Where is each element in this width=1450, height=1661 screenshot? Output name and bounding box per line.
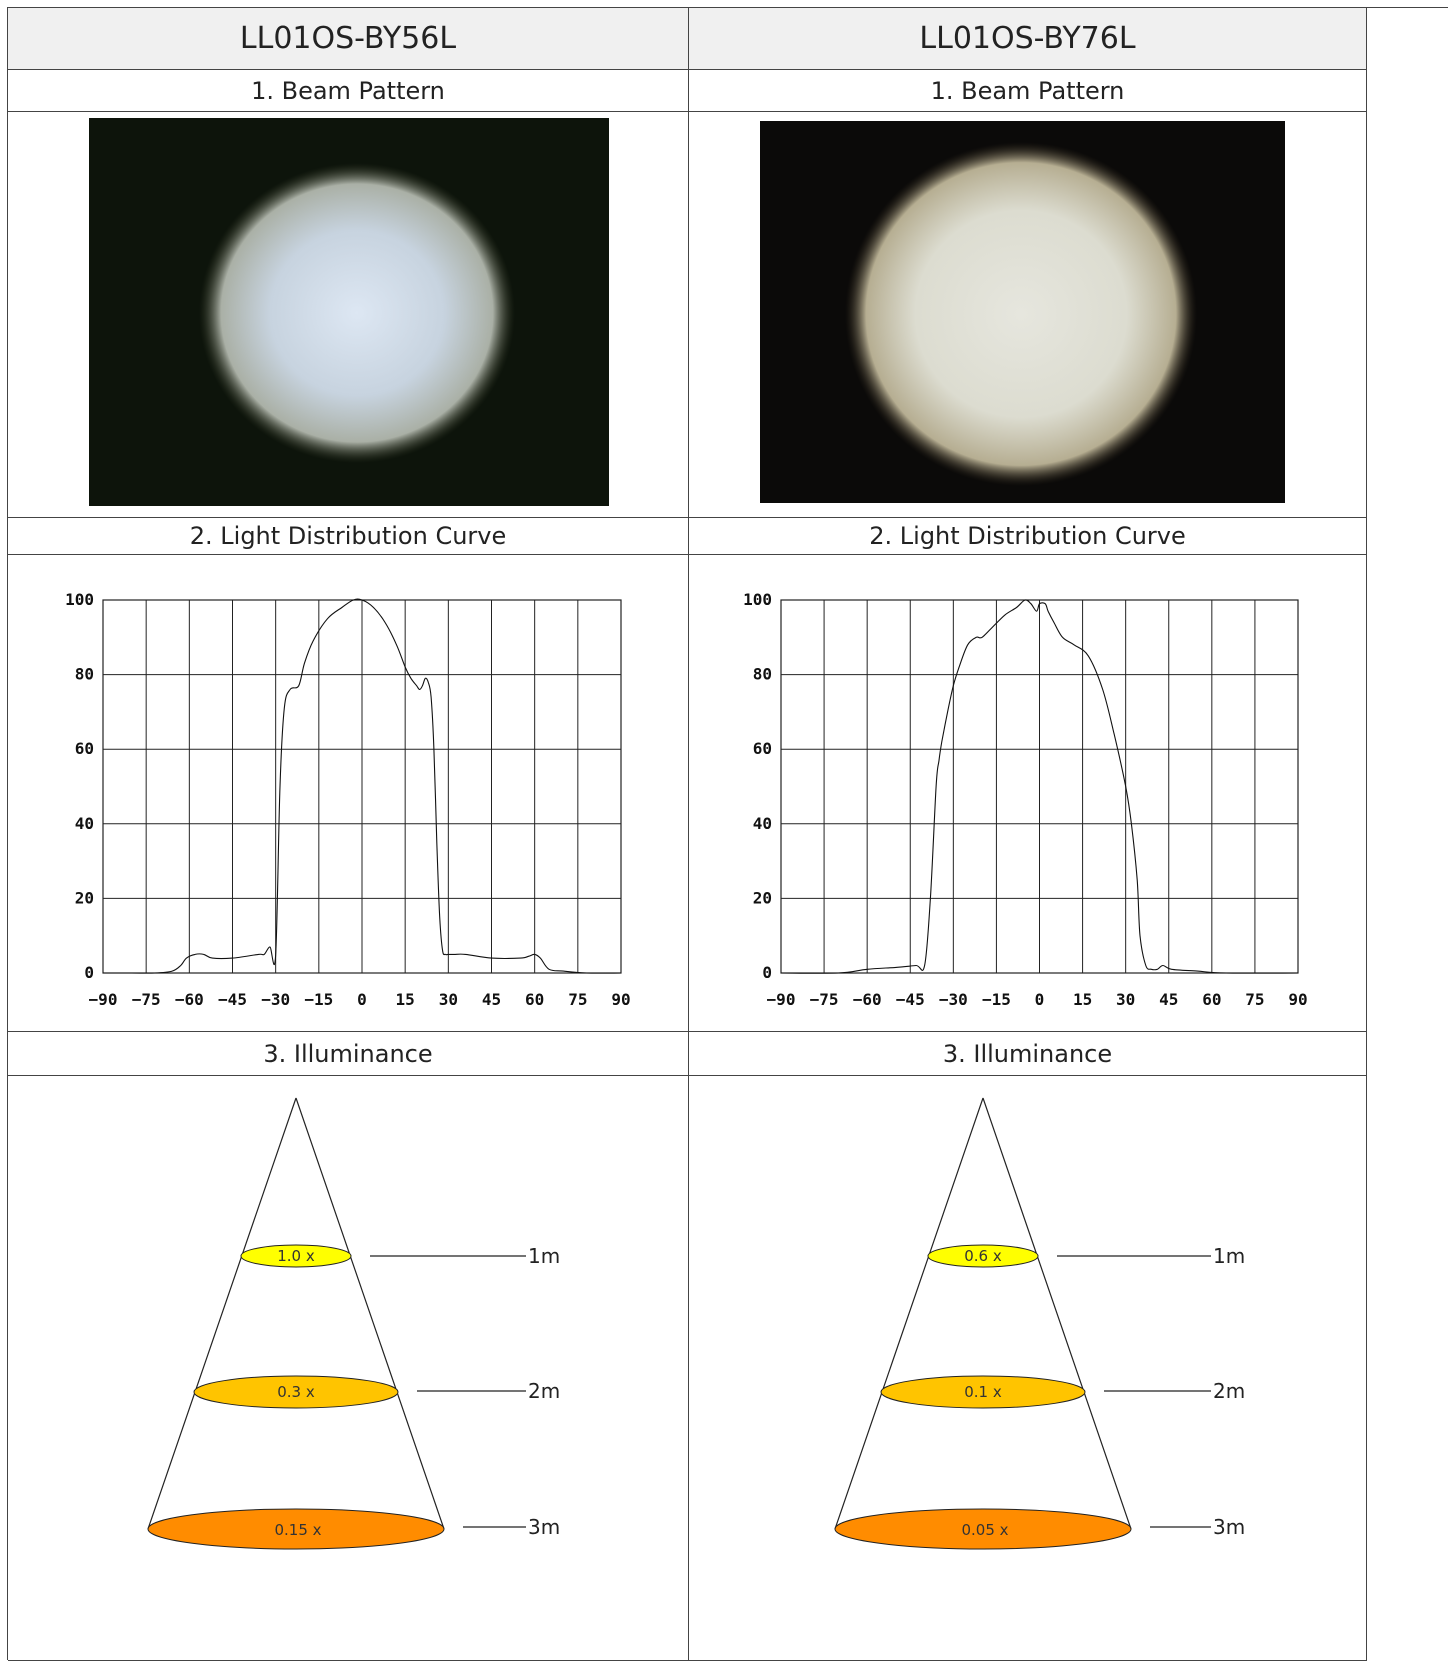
y-tick-label: 40: [753, 814, 772, 833]
distance-label: 1m: [1213, 1244, 1245, 1268]
x-tick-label: 45: [482, 990, 501, 1009]
x-tick-label: −45: [218, 990, 247, 1009]
x-tick-label: −15: [304, 990, 333, 1009]
x-tick-label: −75: [132, 990, 161, 1009]
x-tick-label: −75: [810, 990, 839, 1009]
x-tick-label: 30: [439, 990, 458, 1009]
illuminance-value: 0.1 x: [964, 1383, 1002, 1401]
y-tick-label: 40: [75, 814, 94, 833]
illuminance-level-1m: 0.6 x 1m: [927, 1244, 1245, 1268]
x-tick-label: −60: [853, 990, 882, 1009]
illuminance-value: 0.3 x: [277, 1383, 315, 1401]
illuminance-level-1m: 1.0 x 1m: [240, 1244, 560, 1268]
plot-frame: [780, 599, 1299, 974]
cone-edge: [147, 1097, 297, 1530]
y-tick-label: 20: [75, 888, 94, 907]
illuminance-ellipse: [834, 1508, 1132, 1550]
x-tick-label: 0: [357, 990, 367, 1009]
curve-label-left: 2. Light Distribution Curve: [8, 518, 689, 555]
x-tick-label: 15: [396, 990, 415, 1009]
beam-pattern-cell-left: [8, 112, 689, 518]
illuminance-cell-left: 1.0 x 1m 0.3 x 2m 0.15 x 3m: [8, 1076, 689, 1661]
model-header-right: LL01OS-BY76L: [689, 8, 1367, 70]
illuminance-value: 1.0 x: [277, 1247, 315, 1265]
illuminance-ellipse: [927, 1244, 1039, 1268]
x-tick-label: 30: [1116, 990, 1135, 1009]
x-tick-label: 90: [1288, 990, 1307, 1009]
illuminance-ellipse: [240, 1244, 352, 1268]
x-tick-label: 45: [1159, 990, 1178, 1009]
y-tick-label: 80: [75, 665, 94, 684]
x-tick-label: 0: [1035, 990, 1045, 1009]
x-tick-label: 60: [525, 990, 544, 1009]
distance-label: 2m: [528, 1379, 560, 1403]
cone-edge: [295, 1097, 445, 1530]
x-tick-label: −90: [767, 990, 796, 1009]
cone-edge: [834, 1097, 984, 1530]
y-tick-label: 60: [75, 739, 94, 758]
illuminance-value: 0.6 x: [964, 1247, 1002, 1265]
illuminance-value: 0.05 x: [961, 1521, 1008, 1539]
curve-label-right: 2. Light Distribution Curve: [689, 518, 1367, 555]
illuminance-label-left: 3. Illuminance: [8, 1032, 689, 1076]
illuminance-ellipse: [193, 1375, 399, 1409]
distance-label: 2m: [1213, 1379, 1245, 1403]
curve-cell-right: −90 −75 −60 −45 −30 −15 0 15 30 45 60 75 90 0 20 40 60 80…: [689, 555, 1367, 1032]
cone-edge: [982, 1097, 1132, 1530]
beam-pattern-cell-right: [689, 112, 1367, 518]
x-tick-label: −60: [175, 990, 204, 1009]
illuminance-cell-right: 0.6 x 1m 0.1 x 2m 0.05 x 3m: [689, 1076, 1367, 1661]
x-tick-label: 75: [568, 990, 587, 1009]
x-tick-label: −90: [89, 990, 118, 1009]
x-tick-label: −30: [939, 990, 968, 1009]
illuminance-cone-left: 1.0 x 1m 0.3 x 2m 0.15 x 3m: [147, 1097, 560, 1550]
y-tick-label: 60: [753, 739, 772, 758]
x-tick-label: −30: [261, 990, 290, 1009]
x-tick-label: −15: [982, 990, 1011, 1009]
beam-pattern-photo-left: [89, 118, 609, 506]
illuminance-ellipse: [147, 1508, 445, 1550]
beam-pattern-label-right: 1. Beam Pattern: [689, 70, 1367, 112]
light-distribution-chart-left: −90 −75 −60 −45 −30 −15 0 15 30 45 60 75 90 0 20 40 60 80…: [65, 590, 631, 1009]
x-tick-label: −45: [896, 990, 925, 1009]
distance-label: 3m: [1213, 1515, 1245, 1539]
curve-cell-left: −90 −75 −60 −45 −30 −15 0 15 30 45 60 75 90 0 20 40 60 80…: [8, 555, 689, 1032]
x-tick-label: 60: [1202, 990, 1221, 1009]
y-tick-label: 80: [753, 665, 772, 684]
illuminance-cone-right: 0.6 x 1m 0.1 x 2m 0.05 x 3m: [834, 1097, 1245, 1550]
y-tick-label: 0: [762, 963, 772, 982]
distribution-curve: [103, 598, 622, 974]
illuminance-level-2m: 0.1 x 2m: [880, 1375, 1245, 1409]
distance-label: 3m: [528, 1515, 560, 1539]
x-tick-label: 15: [1073, 990, 1092, 1009]
x-tick-label: 75: [1245, 990, 1264, 1009]
illuminance-value: 0.15 x: [274, 1521, 321, 1539]
model-header-left: LL01OS-BY56L: [8, 8, 689, 70]
beam-pattern-label-left: 1. Beam Pattern: [8, 70, 689, 112]
illuminance-label-right: 3. Illuminance: [689, 1032, 1367, 1076]
spec-sheet: LL01OS-BY56L LL01OS-BY76L 1. Beam Patter…: [7, 7, 1448, 1661]
distribution-curve: [780, 599, 1299, 974]
x-tick-label: 90: [611, 990, 630, 1009]
y-tick-label: 100: [65, 590, 94, 609]
illuminance-level-3m: 0.05 x 3m: [834, 1508, 1245, 1550]
illuminance-ellipse: [880, 1375, 1086, 1409]
illuminance-level-2m: 0.3 x 2m: [193, 1375, 560, 1409]
light-distribution-chart-right: −90 −75 −60 −45 −30 −15 0 15 30 45 60 75 90 0 20 40 60 80…: [743, 590, 1308, 1009]
y-tick-label: 20: [753, 888, 772, 907]
distance-label: 1m: [528, 1244, 560, 1268]
y-tick-label: 100: [743, 590, 772, 609]
y-tick-label: 0: [84, 963, 94, 982]
illuminance-level-3m: 0.15 x 3m: [147, 1508, 560, 1550]
beam-pattern-photo-right: [760, 121, 1285, 503]
